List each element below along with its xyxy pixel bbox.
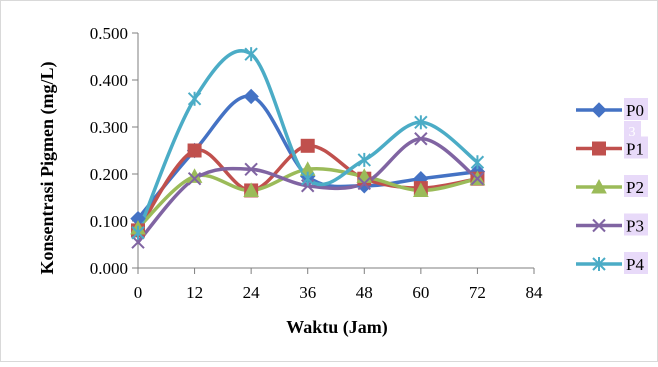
legend-label-highlight [624, 98, 648, 120]
y-tick-label: 0.000 [90, 259, 128, 278]
legend-marker-p1 [592, 141, 606, 156]
legend-item-p4: P4 [576, 252, 648, 274]
data-point-p4 [187, 91, 202, 106]
legend-marker-p4 [592, 257, 606, 271]
x-tick-label: 0 [134, 283, 143, 302]
series-line-p4 [136, 49, 479, 234]
data-point-p3-stroke [470, 171, 485, 186]
x-tick-label: 84 [526, 283, 544, 302]
data-point-p3-stroke [244, 162, 258, 177]
legend-label-highlight [624, 175, 648, 197]
legend-item-p0: P0 [576, 98, 648, 120]
annotation-text: 3 [629, 125, 636, 140]
legend-item-p3: P3 [576, 213, 648, 236]
legend-label-highlight [624, 136, 648, 159]
legend-label-highlight [624, 252, 648, 274]
y-tick-label: 0.400 [90, 71, 128, 90]
legend: P0 P1 P2 P3 P4 [576, 98, 648, 274]
data-point-p4 [131, 225, 145, 240]
legend-item-p2: P2 [576, 175, 648, 197]
x-axis-title: Waktu (Jam) [286, 317, 388, 338]
y-tick-label: 0.100 [90, 212, 128, 231]
x-tick-label: 60 [412, 283, 429, 302]
data-point-p4 [357, 152, 371, 167]
legend-label-p0: P0 [626, 101, 644, 120]
data-point-p1 [300, 138, 315, 153]
data-point-p3 [187, 171, 202, 186]
data-point-p1 [187, 143, 202, 158]
y-tick-label: 0.200 [90, 165, 128, 184]
data-point-p3 [357, 176, 371, 191]
legend-label-p2: P2 [626, 178, 644, 197]
legend-label-p3: P3 [626, 217, 644, 236]
x-tick-label: 72 [469, 283, 486, 302]
annotation-badge-bg [624, 121, 641, 140]
legend-label-highlight [624, 213, 648, 236]
data-point-p2 [243, 182, 259, 197]
y-tick-label: 0.300 [90, 118, 128, 137]
data-point-p0 [243, 88, 259, 105]
y-axis-title: Konsentrasi Pigmen (mg/L) [37, 62, 58, 275]
x-tick-label: 36 [299, 283, 316, 302]
data-point-p3 [470, 171, 485, 186]
data-point-p4 [470, 155, 485, 170]
data-point-p4 [301, 171, 315, 186]
series-markers [130, 47, 486, 249]
x-tick-label: 24 [243, 283, 261, 302]
x-tick-label: 48 [356, 283, 373, 302]
data-point-p3-stroke [357, 176, 371, 191]
data-point-p3 [244, 162, 258, 177]
legend-marker-p3 [592, 218, 606, 233]
legend-label-p4: P4 [626, 255, 644, 274]
data-point-p3-stroke [187, 171, 202, 186]
data-point-p3-stroke [414, 132, 428, 146]
annotation-badge: 3 [624, 121, 641, 140]
data-point-p2 [413, 182, 429, 197]
x-tick-label: 12 [186, 283, 203, 302]
legend-item-p1: P1 [576, 136, 648, 159]
data-point-p4 [414, 115, 428, 130]
legend-marker-p3-stroke [592, 218, 606, 233]
y-tick-label: 0.500 [90, 24, 128, 43]
legend-label-p1: P1 [626, 140, 644, 159]
data-point-p4 [244, 47, 258, 62]
legend-marker-p0 [591, 102, 607, 118]
legend-marker-p2 [591, 178, 607, 194]
data-point-p3 [414, 132, 428, 146]
